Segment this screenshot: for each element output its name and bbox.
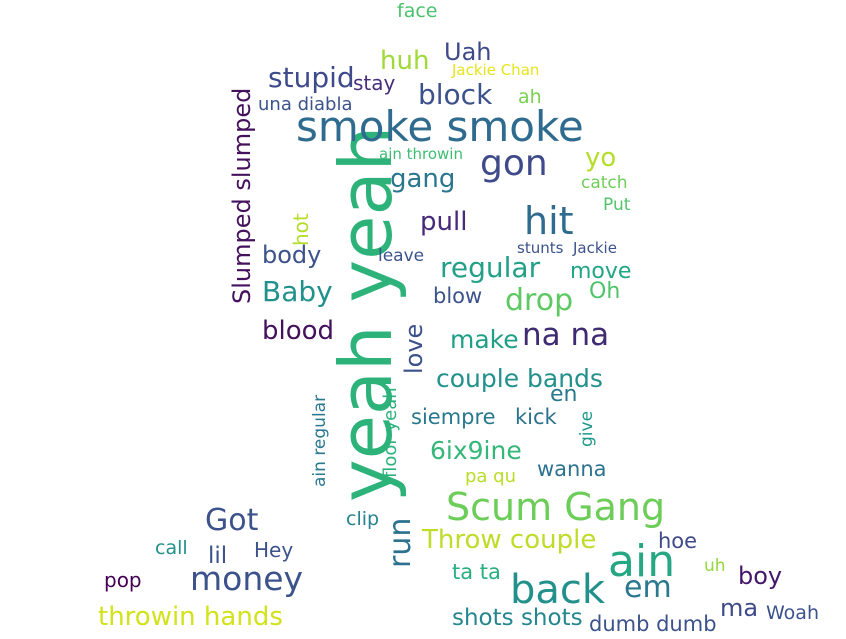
word: body xyxy=(262,241,322,269)
word: hit xyxy=(524,199,574,243)
word: throwin hands xyxy=(98,602,283,632)
word: stupid xyxy=(268,61,355,94)
word: kick xyxy=(515,405,557,429)
word: Uah xyxy=(444,38,492,66)
word: pull xyxy=(420,207,468,237)
word: ma xyxy=(720,594,759,622)
word: make xyxy=(450,325,519,354)
word: en xyxy=(550,382,578,407)
word: hoe xyxy=(658,529,698,553)
word: lil xyxy=(208,543,228,569)
word: run xyxy=(383,517,418,568)
word: move xyxy=(570,259,632,284)
word: Baby xyxy=(262,275,333,308)
word: call xyxy=(155,537,188,559)
word: hot xyxy=(289,213,313,246)
word: ah xyxy=(518,86,542,108)
word: give xyxy=(577,410,597,447)
word: shots shots xyxy=(452,605,583,631)
word: ain regular xyxy=(310,394,330,487)
word: leave xyxy=(378,246,425,266)
word: gon xyxy=(480,143,548,184)
word: una diabla xyxy=(258,94,353,115)
word: na na xyxy=(522,317,610,353)
word: Woah xyxy=(766,602,819,624)
word: blood xyxy=(262,316,335,346)
word: dumb dumb xyxy=(589,612,717,636)
word: huh xyxy=(380,46,430,76)
word: floor yeah xyxy=(380,387,401,478)
word: Throw couple xyxy=(422,525,597,555)
word: regular xyxy=(440,251,541,284)
word: face xyxy=(397,0,438,22)
word: couple bands xyxy=(436,364,603,393)
word: blow xyxy=(433,284,483,308)
word: yo xyxy=(585,143,617,173)
word: love xyxy=(400,323,428,374)
word: Slumped slumped xyxy=(228,87,256,304)
word: boy xyxy=(738,562,783,590)
word: ain xyxy=(608,536,676,587)
word: Jackie Chan xyxy=(452,61,540,79)
word: ta ta xyxy=(452,560,501,584)
word: pa qu xyxy=(465,466,517,487)
word: siempre xyxy=(411,405,496,429)
word: smoke smoke xyxy=(296,102,584,151)
word: Hey xyxy=(254,538,294,562)
word: gang xyxy=(390,164,456,194)
word: Scum Gang xyxy=(446,485,666,529)
word: block xyxy=(418,78,493,111)
word: ain throwin xyxy=(379,145,463,163)
word: wanna xyxy=(537,457,607,481)
word: Jackie xyxy=(573,239,617,257)
word: uh xyxy=(704,556,726,576)
word: Put xyxy=(603,195,631,215)
word: Oh xyxy=(589,279,621,304)
word: pop xyxy=(104,568,142,592)
word: drop xyxy=(505,283,574,318)
word: Got xyxy=(205,503,259,538)
word: 6ix9ine xyxy=(430,436,522,465)
word: stay xyxy=(353,71,396,95)
word: clip xyxy=(346,508,380,530)
word: stunts xyxy=(517,239,564,257)
word: back xyxy=(510,567,606,613)
word: money xyxy=(190,559,304,598)
word: em xyxy=(624,570,672,605)
word: catch xyxy=(581,173,628,193)
